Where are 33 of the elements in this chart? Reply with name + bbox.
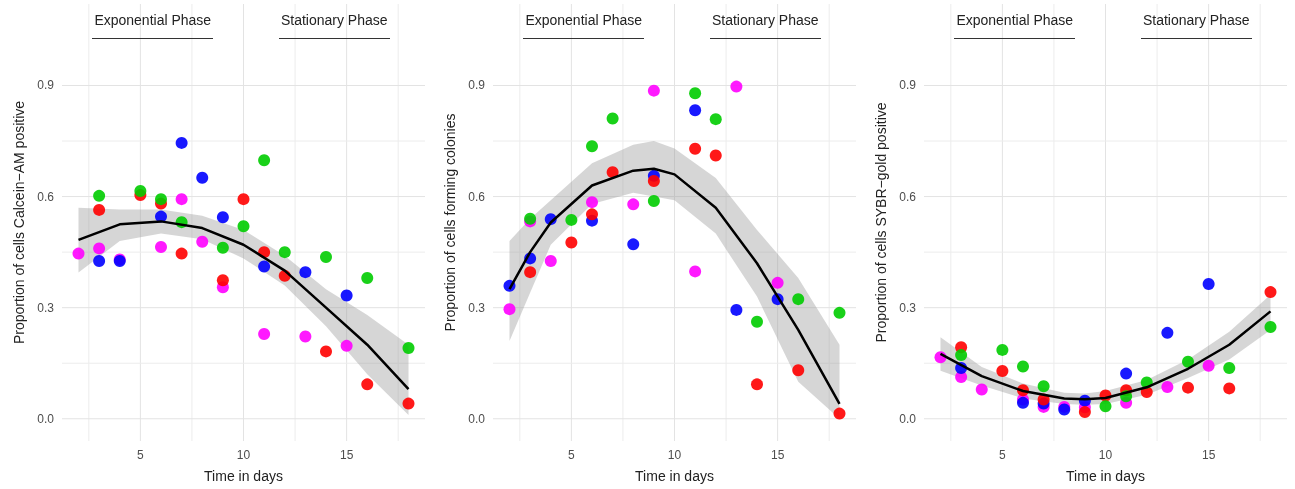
y-tick-label: 0.9 [899,78,917,93]
annotation: Stationary Phase [280,12,388,28]
y-tick-label: 0.3 [468,300,486,315]
y-axis-title: Proportion of cells forming colonies [442,113,458,332]
y-tick-label: 0.0 [468,411,486,426]
y-tick-label: 0.6 [899,189,917,204]
x-axis-title: Time in days [635,468,714,484]
x-tick-label: 10 [236,448,251,462]
x-tick-label: 5 [999,448,1007,462]
x-tick-label: 10 [1098,448,1113,462]
y-axis-title: Proportion of cells Calcein−AM positive [11,100,27,345]
y-tick-label: 0.0 [37,411,55,426]
x-axis-title: Time in days [204,468,283,484]
annotation: Exponential Phase [956,12,1074,28]
x-tick-label: 5 [137,448,145,462]
y-tick-label: 0.3 [899,300,917,315]
annotation: Exponential Phase [525,12,643,28]
y-tick-label: 0.0 [899,411,917,426]
x-tick-label: 15 [770,448,785,462]
x-tick-label: 10 [667,448,682,462]
x-tick-label: 15 [339,448,354,462]
y-tick-label: 0.6 [37,189,55,204]
y-tick-label: 0.9 [468,78,486,93]
annotation: Stationary Phase [711,12,819,28]
annotation: Stationary Phase [1142,12,1250,28]
y-tick-label: 0.9 [37,78,55,93]
y-axis-title: Proportion of cells SYBR−gold positive [873,102,889,343]
x-tick-label: 15 [1201,448,1216,462]
x-tick-label: 5 [568,448,576,462]
x-axis-title: Time in days [1066,468,1145,484]
annotation: Exponential Phase [94,12,212,28]
y-tick-label: 0.6 [468,189,486,204]
y-tick-label: 0.3 [37,300,55,315]
